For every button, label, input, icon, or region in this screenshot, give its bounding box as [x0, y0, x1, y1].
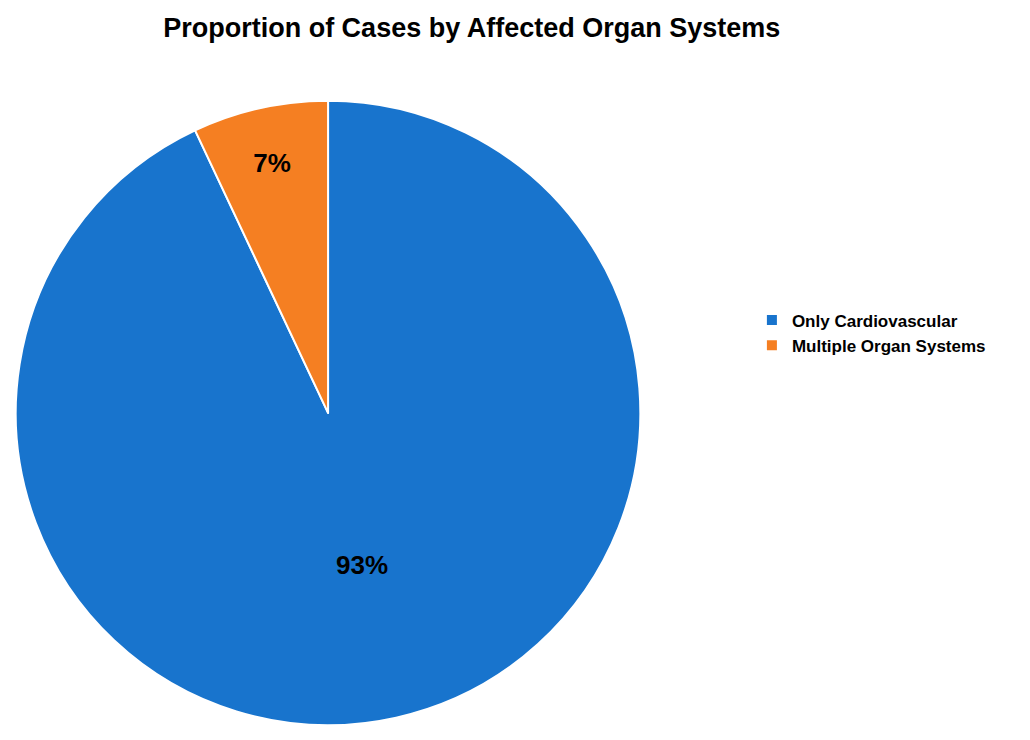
- svg-text:Only Cardiovascular: Only Cardiovascular: [792, 312, 958, 331]
- svg-text:Proportion of Cases by Affecte: Proportion of Cases by Affected Organ Sy…: [163, 13, 780, 43]
- svg-text:7%: 7%: [253, 148, 291, 178]
- svg-text:93%: 93%: [336, 550, 388, 580]
- svg-text:Multiple Organ Systems: Multiple Organ Systems: [792, 337, 986, 356]
